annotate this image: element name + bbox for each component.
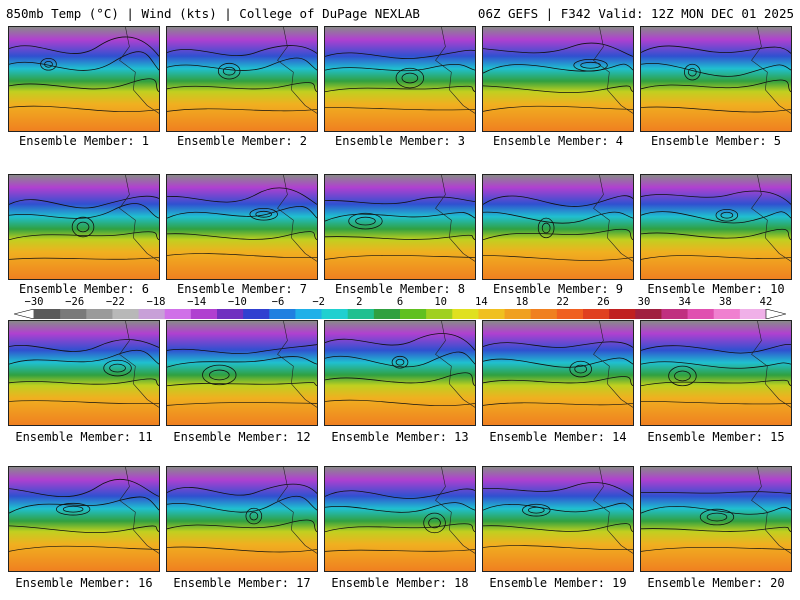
ensemble-member-label: Ensemble Member: 13 (331, 430, 469, 444)
colorbar-segment (86, 309, 113, 319)
colorbar-segment (635, 309, 662, 319)
colorbar-segment (190, 309, 218, 319)
colorbar-segment (295, 309, 323, 319)
ensemble-member-label: Ensemble Member: 18 (331, 576, 469, 590)
colorbar-tick-label: 30 (637, 296, 651, 308)
ensemble-map-11 (8, 320, 160, 426)
colorbar-segment (504, 309, 532, 319)
chart-title: 850mb Temp (°C) | Wind (kts) | College o… (6, 6, 420, 21)
ensemble-map-6 (8, 174, 160, 280)
colorbar-tick-label: 38 (719, 296, 732, 308)
colorbar-tick-label: −26 (65, 296, 85, 308)
colorbar-tick-label: 22 (556, 296, 569, 308)
ensemble-member-label: Ensemble Member: 2 (176, 134, 308, 148)
colorbar-tick-label: −18 (146, 296, 166, 308)
ensemble-map-14 (482, 320, 634, 426)
colorbar-tick-label: 42 (759, 296, 773, 308)
run-valid-time: 06Z GEFS | F342 Valid: 12Z MON DEC 01 20… (477, 6, 794, 21)
colorbar-segment (60, 309, 87, 319)
colorbar-segment (321, 309, 349, 319)
ensemble-map-10 (640, 174, 792, 280)
ensemble-map-7 (166, 174, 318, 280)
colorbar-segment (347, 309, 375, 319)
ensemble-member-label: Ensemble Member: 12 (173, 430, 311, 444)
colorbar-min-arrow (14, 309, 35, 319)
ensemble-map-2 (166, 26, 318, 132)
colorbar-tick-label: 26 (597, 296, 610, 308)
ensemble-map-9 (482, 174, 634, 280)
ensemble-member-label: Ensemble Member: 9 (492, 282, 624, 296)
colorbar-segment (661, 309, 689, 319)
ensemble-member-label: Ensemble Member: 20 (647, 576, 785, 590)
colorbar-segment (609, 309, 636, 319)
ensemble-map-5 (640, 26, 792, 132)
colorbar-tick-label: 6 (396, 296, 404, 308)
ensemble-map-1 (8, 26, 160, 132)
colorbar-segment (269, 309, 296, 319)
ensemble-member-label: Ensemble Member: 16 (15, 576, 153, 590)
ensemble-member-label: Ensemble Member: 8 (334, 282, 466, 296)
colorbar-tick-label: −2 (312, 296, 325, 308)
colorbar-segment (687, 309, 715, 319)
ensemble-map-13 (324, 320, 476, 426)
ensemble-member-label: Ensemble Member: 10 (647, 282, 785, 296)
colorbar-segment (400, 309, 427, 319)
colorbar-segment (530, 309, 558, 319)
colorbar-tick-label: 18 (515, 296, 529, 308)
ensemble-map-16 (8, 466, 160, 572)
colorbar-tick-label: −6 (271, 296, 285, 308)
colorbar-segment (583, 309, 610, 319)
ensemble-map-12 (166, 320, 318, 426)
colorbar-tick-label: −10 (227, 296, 247, 308)
colorbar-segment (243, 309, 270, 319)
colorbar-max-arrow (765, 309, 786, 319)
ensemble-map-19 (482, 466, 634, 572)
colorbar-tick-label: 34 (678, 296, 691, 308)
ensemble-map-8 (324, 174, 476, 280)
ensemble-member-label: Ensemble Member: 5 (650, 134, 782, 148)
colorbar-segment (217, 309, 244, 319)
colorbar-segment (478, 309, 506, 319)
ensemble-map-18 (324, 466, 476, 572)
colorbar-tick-label: 14 (475, 296, 488, 308)
ensemble-member-label: Ensemble Member: 3 (334, 134, 466, 148)
colorbar-segment (112, 309, 140, 319)
ensemble-member-label: Ensemble Member: 17 (173, 576, 311, 590)
colorbar-segment (556, 309, 584, 319)
ensemble-member-label: Ensemble Member: 1 (18, 134, 150, 148)
colorbar-tick-label: −14 (187, 296, 207, 308)
colorbar: −30 −26 −22 −18 −14 −10 −6 −2 2 6 10 14 18 22 26 30 34 38… (14, 296, 786, 320)
ensemble-map-3 (324, 26, 476, 132)
ensemble-member-label: Ensemble Member: 19 (489, 576, 627, 590)
ensemble-map-20 (640, 466, 792, 572)
ensemble-member-label: Ensemble Member: 11 (15, 430, 153, 444)
colorbar-segment (426, 309, 453, 319)
colorbar-tick-label: −22 (105, 296, 125, 308)
ensemble-member-label: Ensemble Member: 15 (647, 430, 785, 444)
colorbar-segment (373, 309, 401, 319)
ensemble-map-17 (166, 466, 318, 572)
colorbar-tick-label: −30 (24, 296, 44, 308)
colorbar-segment (739, 309, 767, 319)
colorbar-segment (34, 309, 61, 319)
colorbar-tick-label: 2 (356, 296, 363, 308)
ensemble-member-label: Ensemble Member: 14 (489, 430, 627, 444)
colorbar-tick-label: 10 (434, 296, 447, 308)
colorbar-segment (452, 309, 479, 319)
ensemble-member-label: Ensemble Member: 6 (18, 282, 150, 296)
ensemble-map-4 (482, 26, 634, 132)
colorbar-segment (713, 309, 741, 319)
colorbar-segment (138, 309, 166, 319)
ensemble-member-label: Ensemble Member: 4 (492, 134, 624, 148)
colorbar-segment (164, 309, 192, 319)
ensemble-map-15 (640, 320, 792, 426)
colorbar-scale (14, 309, 786, 319)
ensemble-member-label: Ensemble Member: 7 (176, 282, 308, 296)
